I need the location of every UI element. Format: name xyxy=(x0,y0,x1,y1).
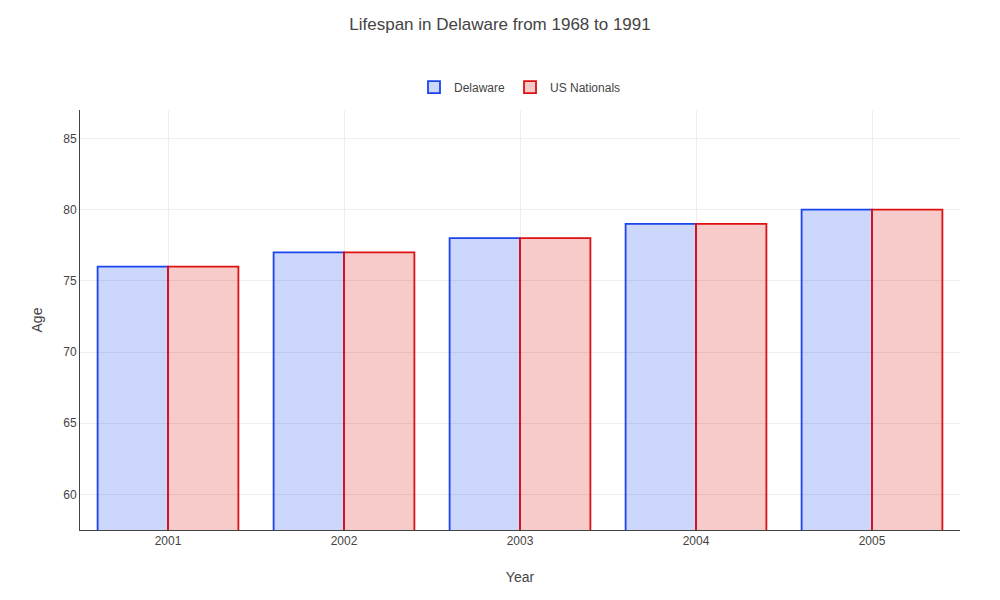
svg-text:70: 70 xyxy=(63,345,77,359)
svg-text:2003: 2003 xyxy=(507,534,534,548)
svg-text:Lifespan in Delaware from 1968: Lifespan in Delaware from 1968 to 1991 xyxy=(349,15,650,34)
svg-text:75: 75 xyxy=(63,274,77,288)
svg-text:Year: Year xyxy=(506,569,535,585)
svg-text:US Nationals: US Nationals xyxy=(550,81,620,95)
svg-text:2001: 2001 xyxy=(155,534,182,548)
svg-text:2005: 2005 xyxy=(859,534,886,548)
svg-text:2004: 2004 xyxy=(683,534,710,548)
svg-text:85: 85 xyxy=(63,132,77,146)
svg-text:60: 60 xyxy=(63,488,77,502)
svg-text:65: 65 xyxy=(63,416,77,430)
svg-text:Age: Age xyxy=(29,307,45,332)
svg-text:Delaware: Delaware xyxy=(454,81,505,95)
svg-text:2002: 2002 xyxy=(331,534,358,548)
svg-text:80: 80 xyxy=(63,203,77,217)
